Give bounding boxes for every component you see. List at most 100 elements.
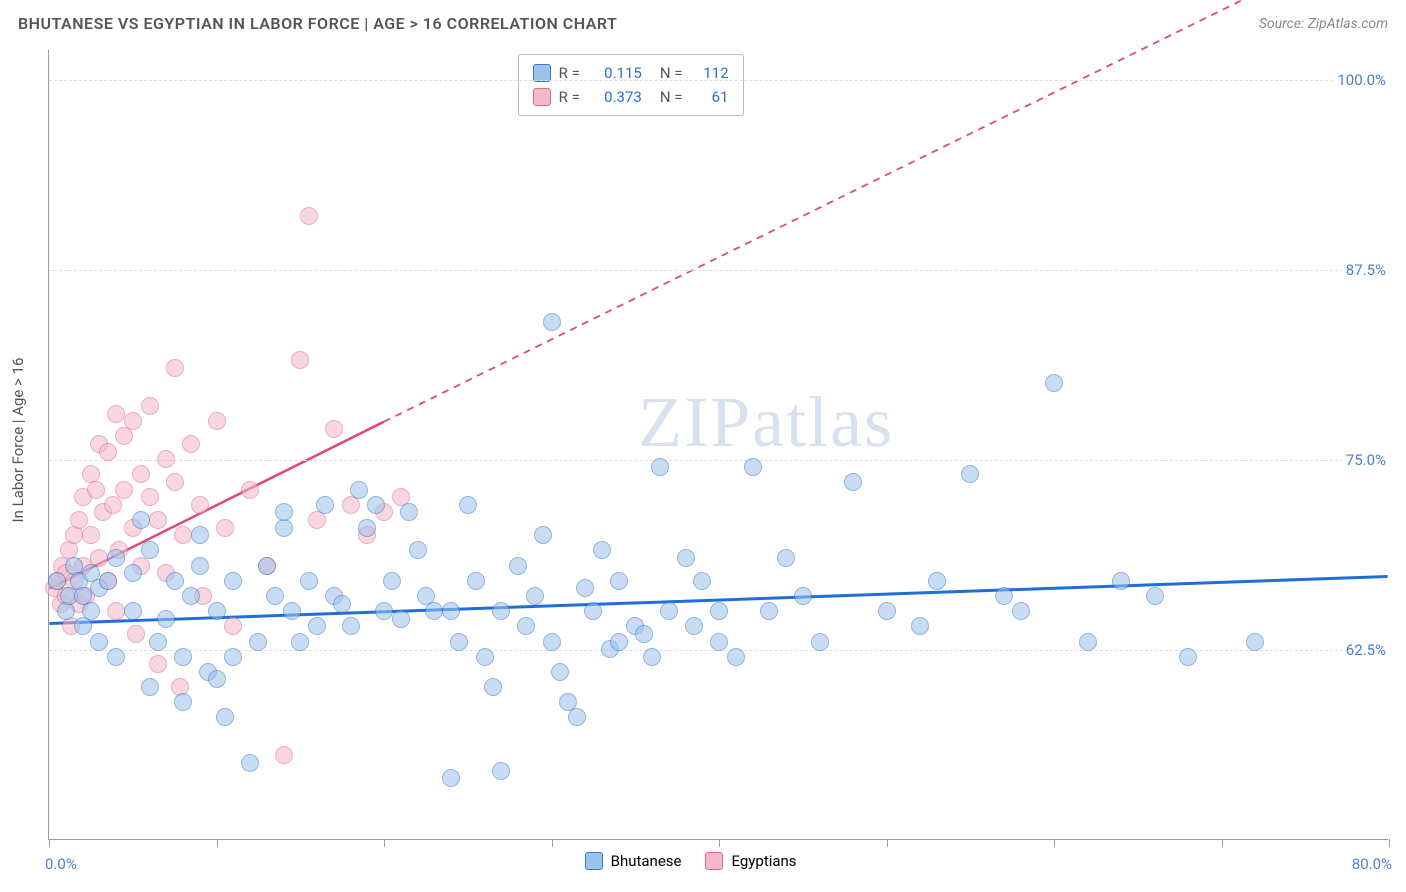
data-point xyxy=(174,648,192,666)
data-point xyxy=(87,481,105,499)
legend-swatch xyxy=(533,64,551,82)
data-point xyxy=(459,496,477,514)
data-point xyxy=(576,579,594,597)
data-point xyxy=(400,503,418,521)
trend-lines-layer xyxy=(49,50,1388,839)
x-tick xyxy=(49,839,50,847)
data-point xyxy=(216,519,234,537)
data-point xyxy=(104,496,122,514)
data-point xyxy=(610,572,628,590)
data-point xyxy=(635,625,653,643)
legend-label: Egyptians xyxy=(731,849,796,873)
x-tick xyxy=(552,839,553,847)
x-tick xyxy=(217,839,218,847)
data-point xyxy=(82,602,100,620)
legend-swatch xyxy=(533,88,551,106)
y-tick-label: 62.5% xyxy=(1342,641,1390,659)
gridline xyxy=(49,80,1388,81)
data-point xyxy=(283,602,301,620)
data-point xyxy=(275,746,293,764)
data-point xyxy=(333,595,351,613)
watermark: ZIPatlas xyxy=(638,381,894,464)
data-point xyxy=(166,572,184,590)
x-tick xyxy=(384,839,385,847)
data-point xyxy=(643,648,661,666)
data-point xyxy=(685,617,703,635)
x-tick xyxy=(719,839,720,847)
series-legend-item: Bhutanese xyxy=(585,849,682,873)
data-point xyxy=(1179,648,1197,666)
data-point xyxy=(90,633,108,651)
data-point xyxy=(1112,572,1130,590)
data-point xyxy=(308,617,326,635)
series-legend: Bhutanese Egyptians xyxy=(585,849,797,873)
data-point xyxy=(157,450,175,468)
data-point xyxy=(300,207,318,225)
data-point xyxy=(710,633,728,651)
gridline xyxy=(49,270,1388,271)
data-point xyxy=(224,572,242,590)
data-point xyxy=(509,557,527,575)
data-point xyxy=(107,602,125,620)
data-point xyxy=(132,511,150,529)
data-point xyxy=(124,412,142,430)
gridline xyxy=(49,460,1388,461)
data-point xyxy=(216,708,234,726)
data-point xyxy=(543,633,561,651)
data-point xyxy=(442,769,460,787)
data-point xyxy=(132,465,150,483)
stats-legend: R =0.115N =112R =0.373N =61 xyxy=(518,54,744,116)
legend-swatch xyxy=(585,852,603,870)
data-point xyxy=(442,602,460,620)
data-point xyxy=(241,481,259,499)
x-tick xyxy=(1389,839,1390,847)
data-point xyxy=(99,572,117,590)
y-tick-label: 87.5% xyxy=(1342,261,1390,279)
legend-swatch xyxy=(705,852,723,870)
data-point xyxy=(191,496,209,514)
data-point xyxy=(1146,587,1164,605)
data-point xyxy=(166,359,184,377)
data-point xyxy=(208,602,226,620)
data-point xyxy=(492,602,510,620)
data-point xyxy=(208,412,226,430)
data-point xyxy=(48,572,66,590)
data-point xyxy=(1079,633,1097,651)
stats-legend-row: R =0.373N =61 xyxy=(533,85,729,109)
data-point xyxy=(82,526,100,544)
data-point xyxy=(208,670,226,688)
data-point xyxy=(182,435,200,453)
data-point xyxy=(425,602,443,620)
data-point xyxy=(727,648,745,666)
chart-title: BHUTANESE VS EGYPTIAN IN LABOR FORCE | A… xyxy=(18,14,617,33)
data-point xyxy=(325,420,343,438)
data-point xyxy=(342,617,360,635)
data-point xyxy=(610,633,628,651)
x-min-label: 0.0% xyxy=(45,855,77,873)
data-point xyxy=(224,648,242,666)
source-label: Source: ZipAtlas.com xyxy=(1259,16,1388,32)
y-tick-label: 100.0% xyxy=(1333,71,1390,89)
data-point xyxy=(191,526,209,544)
x-tick xyxy=(1222,839,1223,847)
data-point xyxy=(107,405,125,423)
data-point xyxy=(241,754,259,772)
data-point xyxy=(844,473,862,491)
data-point xyxy=(166,473,184,491)
data-point xyxy=(811,633,829,651)
data-point xyxy=(266,587,284,605)
data-point xyxy=(157,610,175,628)
data-point xyxy=(149,633,167,651)
data-point xyxy=(593,541,611,559)
data-point xyxy=(107,648,125,666)
data-point xyxy=(375,602,393,620)
data-point xyxy=(794,587,812,605)
data-point xyxy=(744,458,762,476)
data-point xyxy=(1246,633,1264,651)
data-point xyxy=(409,541,427,559)
data-point xyxy=(291,351,309,369)
data-point xyxy=(182,587,200,605)
data-point xyxy=(57,602,75,620)
data-point xyxy=(224,617,242,635)
data-point xyxy=(1045,374,1063,392)
